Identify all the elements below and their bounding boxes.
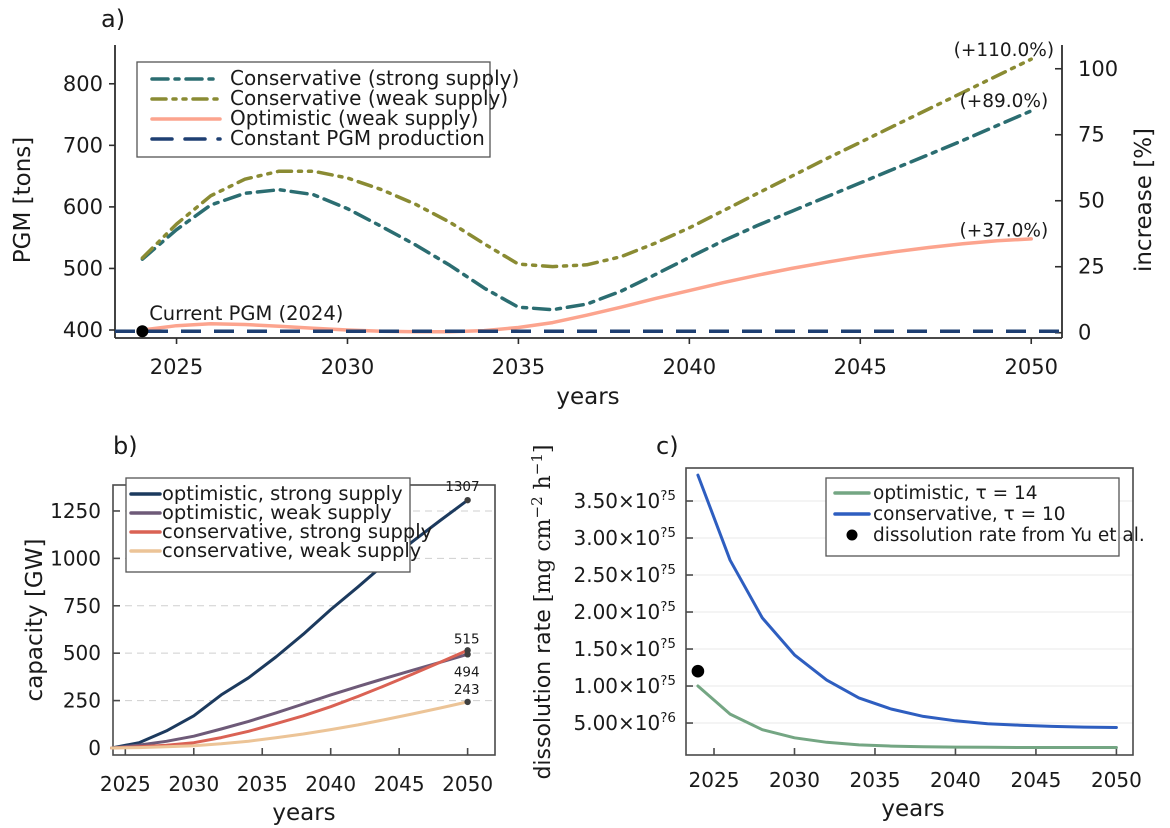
y-tick-label: 3.00×10?5 xyxy=(573,525,676,550)
series-end-dot xyxy=(464,651,471,658)
y-axis-label: PGM [tons] xyxy=(10,137,36,263)
panel-tag-b: b) xyxy=(113,432,138,460)
conservative-10-line xyxy=(696,473,1118,729)
right-axis-label: increase [%] xyxy=(1131,128,1157,272)
y-tick-label: 2.00×10?5 xyxy=(573,599,676,624)
legend-box xyxy=(125,477,411,573)
y-axis-label: dissolution rate [mg cm−2 h−1] xyxy=(528,444,556,779)
x-tick-label: 2030 xyxy=(321,355,374,379)
series-end-dot xyxy=(464,496,471,504)
conservative-strong-supply-line xyxy=(140,109,1033,312)
panel-b-capacity-chart: 2025 2030 2035 2040 2045 2050 0 250 500 750 1000 12… xyxy=(22,432,496,826)
x-tick-label: 2050 xyxy=(442,772,493,796)
y-tick-label: 400 xyxy=(63,318,103,342)
y-tick-label: 0 xyxy=(88,736,101,760)
y-tick-label: 5.00×10?6 xyxy=(573,710,676,735)
y-tick-label: 1250 xyxy=(50,499,101,523)
series-end-label: 494 xyxy=(454,664,480,680)
right-tick-label: 100 xyxy=(1078,57,1118,81)
conservative-weak-supply-line xyxy=(140,57,1033,269)
series-end-label: 515 xyxy=(454,631,480,647)
right-tick-label: 75 xyxy=(1078,123,1105,147)
y-tick-label: 800 xyxy=(63,72,103,96)
panel-tag-a: a) xyxy=(101,5,125,33)
optimistic-weak-supply-line xyxy=(110,652,470,750)
y-tick-label: 750 xyxy=(63,594,101,618)
conservative-strong-supply-line xyxy=(110,648,470,750)
x-axis-label: years xyxy=(881,796,944,822)
x-axis-label: years xyxy=(556,384,619,410)
x-tick-label: 2045 xyxy=(374,772,425,796)
legend-box xyxy=(136,61,491,158)
series-end-label: 1307 xyxy=(445,479,479,495)
panel-c-dissolution-chart: 2025 2030 2035 2040 2045 2050 5.00×10?6 1.00×10… xyxy=(528,432,1145,822)
x-tick-label: 2045 xyxy=(1010,768,1061,792)
y-tick-label: 700 xyxy=(63,133,103,157)
increase-37-label: (+37.0%) xyxy=(960,220,1049,241)
legend-label-conservative-weak-supply: Conservative (weak supply) xyxy=(230,86,508,110)
x-axis-label: years xyxy=(272,800,335,826)
legend-label-conservative-weak-supply: conservative, weak supply xyxy=(162,539,421,562)
y-tick-label: 250 xyxy=(63,689,101,713)
yu-et-al-marker xyxy=(691,664,705,678)
right-tick-label: 25 xyxy=(1078,255,1105,279)
y-tick-label: 2.50×10?5 xyxy=(573,562,676,587)
x-tick-label: 2030 xyxy=(769,768,820,792)
y-axis-label: capacity [GW] xyxy=(22,539,48,702)
legend-label-optimistic-weak-supply: optimistic, weak supply xyxy=(162,501,392,524)
series-end-dot xyxy=(464,698,471,706)
x-tick-label: 2025 xyxy=(150,355,203,379)
legend-marker-dissolution-rate-from-yu-et-al xyxy=(846,529,858,541)
x-tick-label: 2045 xyxy=(834,355,887,379)
x-tick-label: 2040 xyxy=(305,772,356,796)
x-tick-label: 2025 xyxy=(689,768,740,792)
current-pgm-label: Current PGM (2024) xyxy=(149,302,343,325)
legend-label-dissolution-rate-from-yu-et-al: dissolution rate from Yu et al. xyxy=(873,525,1145,546)
optimistic-weak-supply-line xyxy=(140,237,1033,334)
x-tick-label: 2035 xyxy=(850,768,901,792)
legend-label-constant-pgm-production: Constant PGM production xyxy=(230,126,485,150)
y-tick-label: 1000 xyxy=(50,546,101,570)
series-end-label: 243 xyxy=(454,682,480,698)
x-tick-label: 2035 xyxy=(237,772,288,796)
y-tick-label: 1.50×10?5 xyxy=(573,636,676,661)
y-tick-label: 500 xyxy=(63,641,101,665)
y-tick-label: 500 xyxy=(63,256,103,280)
x-tick-label: 2025 xyxy=(100,772,151,796)
increase-110-label: (+110.0%) xyxy=(954,40,1054,61)
legend-label-conservative-strong-supply: conservative, strong supply xyxy=(162,520,432,543)
x-tick-label: 2040 xyxy=(930,768,981,792)
legend-label-conservative-10: conservative, τ = 10 xyxy=(873,504,1066,525)
y-tick-label: 3.50×10?5 xyxy=(573,488,676,513)
legend: Conservative (strong supply)Conservative… xyxy=(136,61,519,158)
right-tick-label: 0 xyxy=(1078,321,1091,345)
x-tick-label: 2040 xyxy=(663,355,716,379)
x-tick-label: 2050 xyxy=(1005,355,1058,379)
x-tick-label: 2050 xyxy=(1091,768,1142,792)
right-tick-label: 50 xyxy=(1078,189,1105,213)
conservative-weak-supply-line xyxy=(110,700,470,750)
legend-box xyxy=(825,477,1120,557)
legend-label-conservative-strong-supply: Conservative (strong supply) xyxy=(230,66,519,90)
optimistic-14-line xyxy=(696,684,1118,749)
current-pgm-marker xyxy=(136,325,149,338)
x-tick-label: 2035 xyxy=(492,355,545,379)
panel-a-pgm-chart: 2025 2030 2035 2040 2045 2050 400 500 600 700 800 0… xyxy=(10,5,1157,410)
y-tick-label: 1.00×10?5 xyxy=(573,673,676,698)
legend-label-optimistic-14: optimistic, τ = 14 xyxy=(873,483,1038,504)
legend-label-optimistic-strong-supply: optimistic, strong supply xyxy=(162,482,403,505)
legend-label-optimistic-weak-supply: Optimistic (weak supply) xyxy=(230,106,478,130)
x-tick-label: 2030 xyxy=(168,772,219,796)
panel-tag-c: c) xyxy=(656,432,679,460)
y-tick-label: 600 xyxy=(63,195,103,219)
increase-89-label: (+89.0%) xyxy=(960,91,1049,112)
